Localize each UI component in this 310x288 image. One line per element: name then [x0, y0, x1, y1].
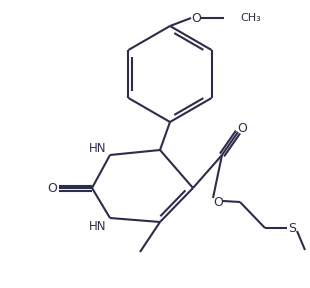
Text: HN: HN [89, 219, 107, 232]
Text: O: O [191, 12, 201, 24]
Text: O: O [213, 196, 223, 209]
Text: O: O [237, 122, 247, 134]
Text: HN: HN [89, 141, 107, 154]
Text: CH₃: CH₃ [240, 13, 261, 23]
Text: S: S [288, 221, 296, 234]
Text: O: O [47, 181, 57, 194]
